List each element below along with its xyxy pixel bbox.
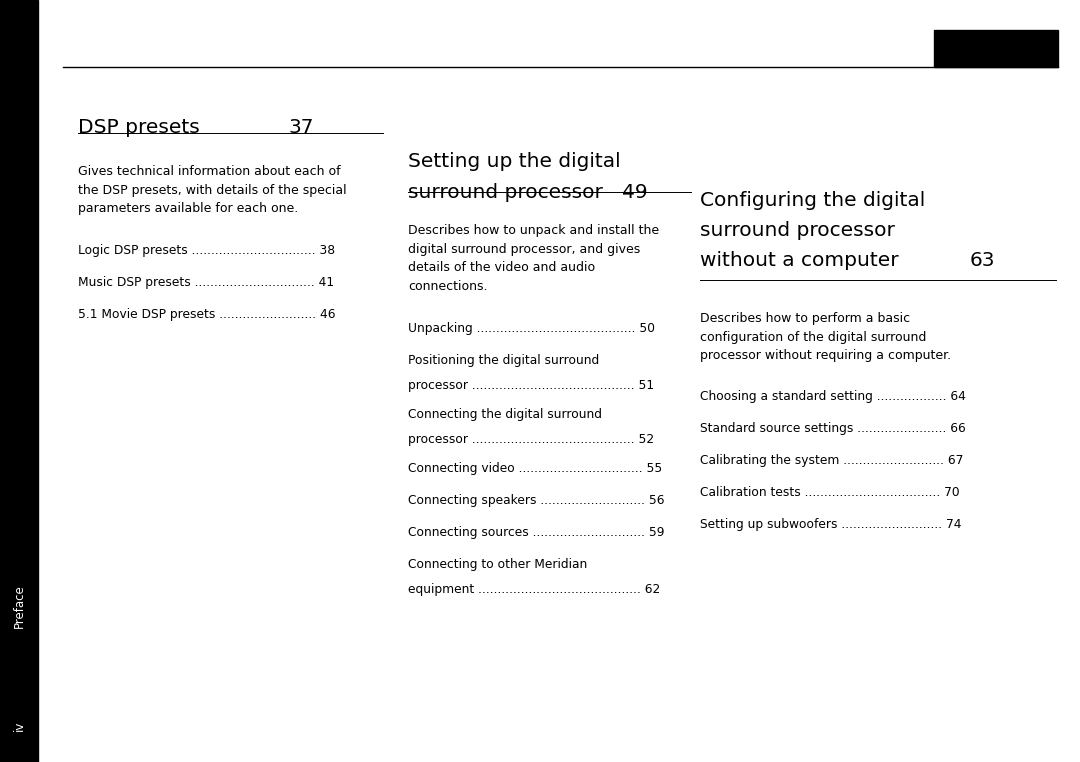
Text: processor .......................................... 52: processor ..............................… bbox=[408, 433, 654, 446]
Text: Setting up subwoofers .......................... 74: Setting up subwoofers ..................… bbox=[700, 518, 961, 531]
Text: Calibration tests ................................... 70: Calibration tests ......................… bbox=[700, 486, 959, 499]
Text: Describes how to perform a basic
configuration of the digital surround
processor: Describes how to perform a basic configu… bbox=[700, 312, 951, 363]
Text: Standard source settings ....................... 66: Standard source settings ...............… bbox=[700, 422, 966, 435]
Text: Unpacking ......................................... 50: Unpacking ..............................… bbox=[408, 322, 656, 335]
Text: Connecting speakers ........................... 56: Connecting speakers ....................… bbox=[408, 494, 665, 507]
Text: Logic DSP presets ................................ 38: Logic DSP presets ......................… bbox=[78, 244, 335, 257]
Text: surround processor: surround processor bbox=[700, 221, 894, 240]
Text: surround processor: surround processor bbox=[408, 183, 603, 202]
Bar bbox=[934, 30, 1058, 67]
Text: Describes how to unpack and install the
digital surround processor, and gives
de: Describes how to unpack and install the … bbox=[408, 224, 660, 293]
Text: Gives technical information about each of
the DSP presets, with details of the s: Gives technical information about each o… bbox=[78, 165, 347, 216]
Text: Setting up the digital: Setting up the digital bbox=[408, 152, 621, 171]
Text: Connecting to other Meridian: Connecting to other Meridian bbox=[408, 558, 588, 571]
Text: 5.1 Movie DSP presets ......................... 46: 5.1 Movie DSP presets ..................… bbox=[78, 308, 335, 321]
Text: 37: 37 bbox=[288, 118, 314, 137]
Text: Configuring the digital: Configuring the digital bbox=[700, 190, 926, 210]
Text: 63: 63 bbox=[970, 251, 996, 271]
Text: DSP presets: DSP presets bbox=[78, 118, 200, 137]
Text: Connecting sources ............................. 59: Connecting sources .....................… bbox=[408, 526, 665, 539]
Text: Connecting the digital surround: Connecting the digital surround bbox=[408, 408, 603, 421]
Text: iv: iv bbox=[13, 720, 26, 731]
Bar bbox=[0, 0, 38, 762]
Text: Connecting video ................................ 55: Connecting video .......................… bbox=[408, 462, 662, 475]
Text: Calibrating the system .......................... 67: Calibrating the system .................… bbox=[700, 454, 963, 467]
Text: Preface: Preface bbox=[13, 584, 26, 628]
Text: Choosing a standard setting .................. 64: Choosing a standard setting ............… bbox=[700, 390, 966, 403]
Text: Positioning the digital surround: Positioning the digital surround bbox=[408, 354, 599, 367]
Text: processor .......................................... 51: processor ..............................… bbox=[408, 379, 654, 392]
Text: 49: 49 bbox=[622, 183, 648, 202]
Text: Music DSP presets ............................... 41: Music DSP presets ......................… bbox=[78, 276, 334, 289]
Text: without a computer: without a computer bbox=[700, 251, 899, 271]
Text: equipment .......................................... 62: equipment ..............................… bbox=[408, 583, 661, 596]
